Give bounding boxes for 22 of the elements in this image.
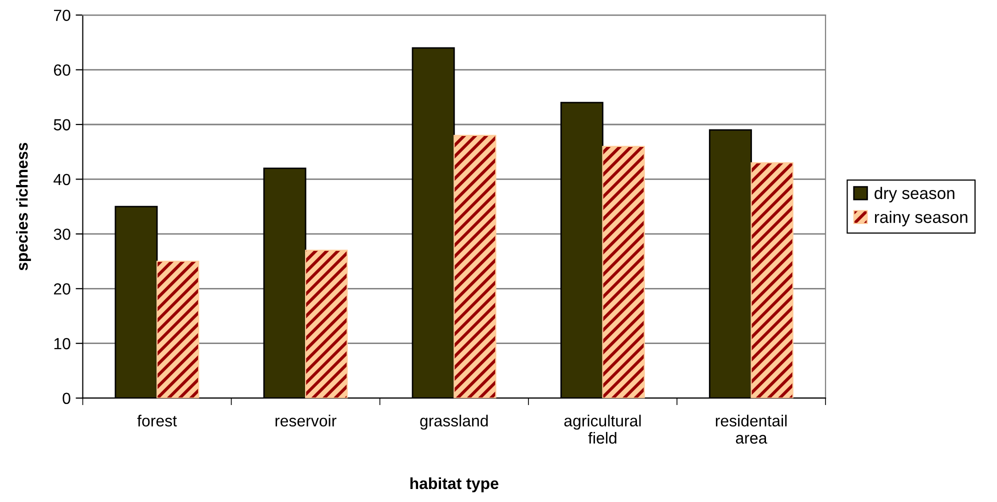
y-tick-label: 40 [54,174,70,186]
y-tick-label: 0 [62,392,70,404]
y-axis-title: species richness [16,142,31,270]
x-tick-label: forest [137,414,177,426]
bar [750,162,794,398]
y-tick-label: 60 [54,64,70,76]
legend-label: rainy season [874,210,968,226]
x-tick-label: grassland [420,414,488,430]
x-tick-label: residentail area [716,414,787,444]
y-tick-label: 50 [54,119,70,130]
legend-label: dry season [874,186,954,202]
y-tick-label: 30 [54,228,70,240]
x-tick-label: agricultural field [564,414,641,444]
x-tick-label: reservoir [276,414,336,426]
bar [602,146,645,398]
y-tick-label: 70 [54,10,70,22]
y-tick-label: 10 [54,338,70,350]
bar [305,250,348,398]
x-axis-title: habitat type [410,477,498,492]
bar [454,134,496,398]
bar [156,260,200,398]
y-tick-label: 20 [54,283,70,295]
